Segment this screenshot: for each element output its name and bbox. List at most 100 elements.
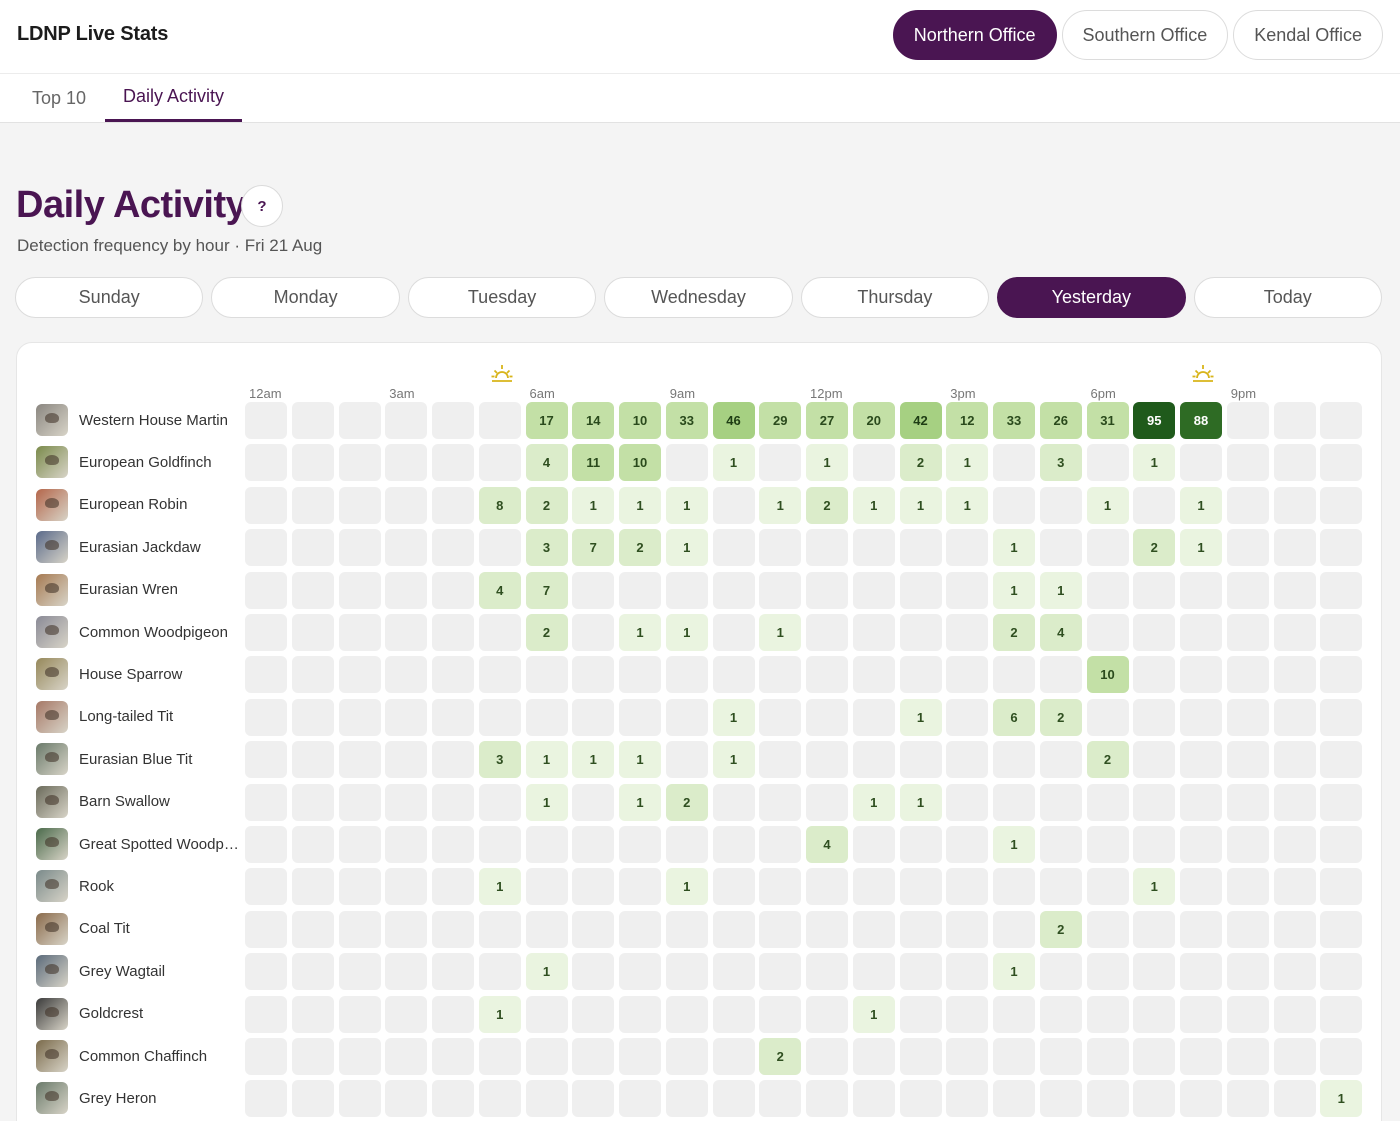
heatmap-cell[interactable]	[1039, 656, 1082, 694]
heatmap-cell[interactable]	[852, 698, 895, 736]
heatmap-cell[interactable]	[1133, 995, 1176, 1033]
heatmap-cell[interactable]	[899, 868, 942, 906]
heatmap-cell[interactable]	[946, 910, 989, 948]
heatmap-cell[interactable]	[1226, 529, 1269, 567]
heatmap-cell[interactable]	[806, 656, 848, 694]
heatmap-cell[interactable]	[946, 953, 989, 991]
heatmap-cell[interactable]	[432, 529, 474, 567]
heatmap-cell[interactable]: 4	[525, 444, 568, 482]
heatmap-cell[interactable]	[993, 486, 1035, 524]
heatmap-cell[interactable]	[432, 656, 474, 694]
heatmap-cell[interactable]	[432, 444, 474, 482]
heatmap-cell[interactable]	[946, 1038, 989, 1075]
heatmap-cell[interactable]	[946, 826, 989, 863]
heatmap-cell[interactable]	[1273, 402, 1316, 439]
heatmap-cell[interactable]	[759, 444, 802, 482]
heatmap-cell[interactable]	[1086, 571, 1129, 609]
heatmap-cell[interactable]	[385, 656, 428, 694]
tab-daily-activity[interactable]: Daily Activity	[105, 74, 242, 122]
heatmap-cell[interactable]	[852, 529, 895, 567]
heatmap-cell[interactable]	[852, 656, 895, 694]
heatmap-cell[interactable]	[1180, 614, 1222, 651]
heatmap-cell[interactable]: 2	[1133, 529, 1176, 567]
heatmap-cell[interactable]	[1133, 741, 1176, 779]
heatmap-cell[interactable]	[619, 571, 661, 609]
species-row-label[interactable]: Grey Heron	[36, 1081, 247, 1115]
heatmap-cell[interactable]	[478, 529, 521, 567]
heatmap-cell[interactable]	[1133, 656, 1176, 694]
heatmap-cell[interactable]	[291, 614, 334, 651]
heatmap-cell[interactable]: 1	[619, 741, 661, 779]
heatmap-cell[interactable]	[1086, 529, 1129, 567]
heatmap-cell[interactable]	[478, 1080, 521, 1118]
heatmap-cell[interactable]	[852, 444, 895, 482]
heatmap-cell[interactable]	[1039, 486, 1082, 524]
heatmap-cell[interactable]	[665, 656, 708, 694]
heatmap-cell[interactable]	[759, 910, 802, 948]
heatmap-cell[interactable]	[899, 1038, 942, 1075]
heatmap-cell[interactable]	[993, 444, 1035, 482]
heatmap-cell[interactable]	[432, 826, 474, 863]
heatmap-cell[interactable]: 1	[946, 444, 989, 482]
heatmap-cell[interactable]	[946, 995, 989, 1033]
heatmap-cell[interactable]	[619, 1038, 661, 1075]
heatmap-cell[interactable]: 1	[899, 486, 942, 524]
heatmap-cell[interactable]: 10	[619, 402, 661, 439]
heatmap-cell[interactable]	[993, 656, 1035, 694]
heatmap-cell[interactable]: 2	[619, 529, 661, 567]
heatmap-cell[interactable]: 27	[806, 402, 848, 439]
heatmap-cell[interactable]	[432, 953, 474, 991]
heatmap-cell[interactable]	[1039, 741, 1082, 779]
heatmap-cell[interactable]	[993, 1038, 1035, 1075]
heatmap-cell[interactable]	[946, 1080, 989, 1118]
heatmap-cell[interactable]	[899, 571, 942, 609]
heatmap-cell[interactable]: 2	[806, 486, 848, 524]
heatmap-cell[interactable]	[946, 698, 989, 736]
heatmap-cell[interactable]	[759, 995, 802, 1033]
heatmap-cell[interactable]	[338, 656, 381, 694]
heatmap-cell[interactable]: 1	[993, 529, 1035, 567]
heatmap-cell[interactable]	[572, 910, 615, 948]
heatmap-cell[interactable]	[291, 1080, 334, 1118]
heatmap-cell[interactable]	[478, 656, 521, 694]
heatmap-cell[interactable]	[806, 1080, 848, 1118]
heatmap-cell[interactable]	[385, 614, 428, 651]
heatmap-cell[interactable]: 1	[665, 614, 708, 651]
heatmap-cell[interactable]	[1133, 614, 1176, 651]
heatmap-cell[interactable]	[619, 826, 661, 863]
day-button-tuesday[interactable]: Tuesday	[407, 277, 597, 318]
species-row-label[interactable]: Great Spotted Woodpecker	[36, 827, 247, 861]
heatmap-cell[interactable]	[1086, 783, 1129, 821]
heatmap-cell[interactable]	[338, 826, 381, 863]
heatmap-cell[interactable]	[572, 698, 615, 736]
heatmap-cell[interactable]: 33	[993, 402, 1035, 439]
heatmap-cell[interactable]: 1	[712, 698, 755, 736]
species-row-label[interactable]: Grey Wagtail	[36, 954, 247, 988]
heatmap-cell[interactable]	[1226, 1080, 1269, 1118]
heatmap-cell[interactable]	[946, 656, 989, 694]
heatmap-cell[interactable]	[852, 1038, 895, 1075]
heatmap-cell[interactable]: 2	[525, 486, 568, 524]
heatmap-cell[interactable]	[1273, 868, 1316, 906]
heatmap-cell[interactable]	[291, 741, 334, 779]
heatmap-cell[interactable]	[432, 783, 474, 821]
heatmap-cell[interactable]	[806, 868, 848, 906]
heatmap-cell[interactable]	[385, 741, 428, 779]
heatmap-cell[interactable]	[899, 995, 942, 1033]
heatmap-cell[interactable]: 6	[993, 698, 1035, 736]
heatmap-cell[interactable]	[806, 995, 848, 1033]
heatmap-cell[interactable]	[1320, 444, 1363, 482]
heatmap-cell[interactable]	[1133, 783, 1176, 821]
heatmap-cell[interactable]	[291, 529, 334, 567]
heatmap-cell[interactable]	[1180, 868, 1222, 906]
heatmap-cell[interactable]	[1133, 910, 1176, 948]
heatmap-cell[interactable]	[852, 741, 895, 779]
heatmap-cell[interactable]	[806, 1038, 848, 1075]
heatmap-cell[interactable]	[1226, 995, 1269, 1033]
heatmap-cell[interactable]	[1180, 826, 1222, 863]
heatmap-cell[interactable]	[1273, 571, 1316, 609]
heatmap-cell[interactable]	[572, 995, 615, 1033]
heatmap-cell[interactable]	[852, 868, 895, 906]
heatmap-cell[interactable]: 1	[806, 444, 848, 482]
heatmap-cell[interactable]	[1039, 826, 1082, 863]
